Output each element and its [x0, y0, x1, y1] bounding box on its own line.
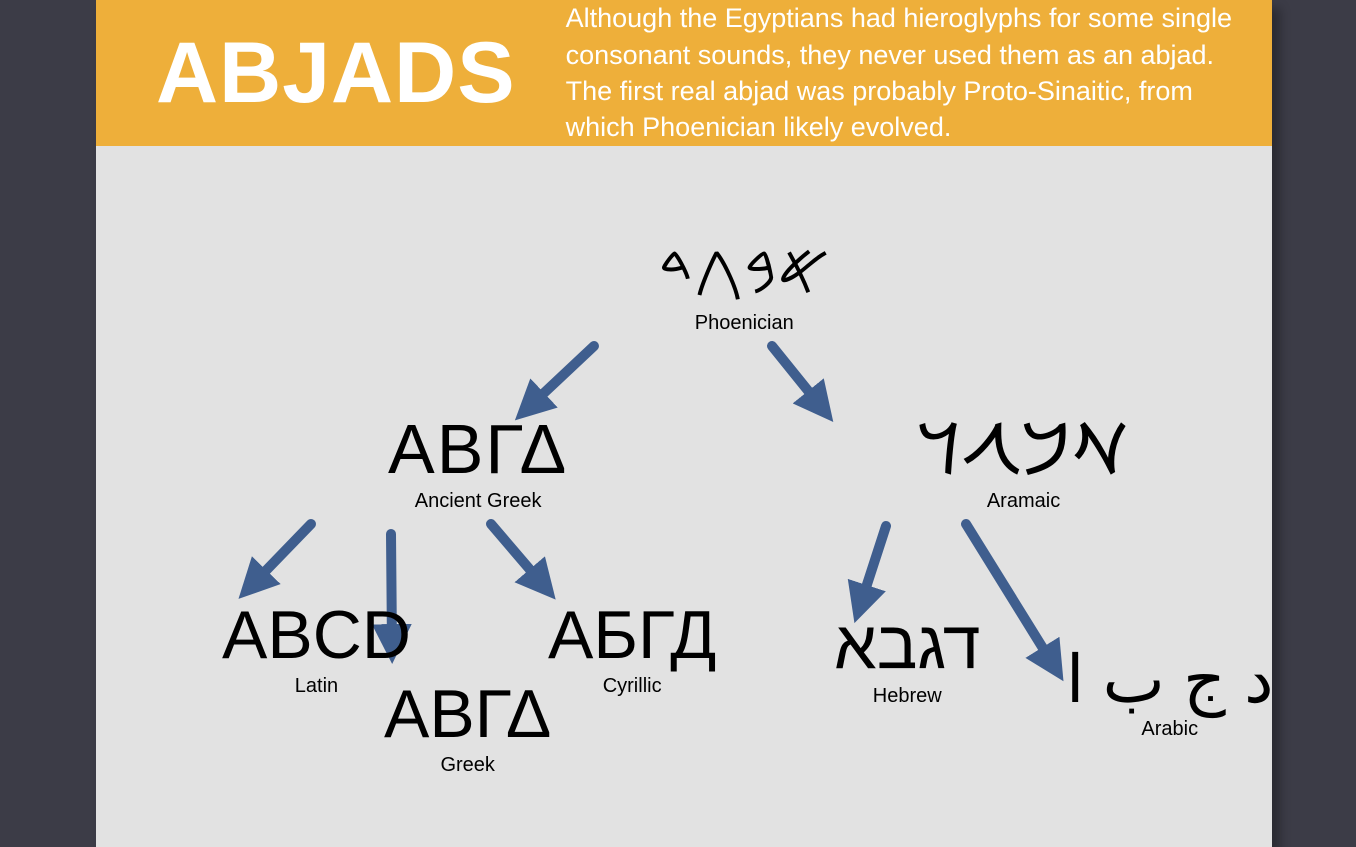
script-latin: ABCD	[222, 601, 411, 669]
header-body: Although the Egyptians had hieroglyphs f…	[566, 0, 1242, 146]
slide: ABJADS Although the Egyptians had hierog…	[96, 0, 1272, 847]
node-hebrew: דגבא Hebrew	[834, 611, 980, 708]
node-aramaic: 𐡀𐡁𐡂𐡃 Aramaic	[918, 414, 1129, 513]
script-phoenician: 𐤀𐤁𐤂𐤃	[658, 234, 831, 306]
page-background: ABJADS Although the Egyptians had hierog…	[0, 0, 1356, 847]
script-greek: ΑΒΓΔ	[384, 680, 551, 748]
header-title: ABJADS	[156, 24, 516, 123]
label-latin: Latin	[222, 675, 411, 698]
node-latin: ABCD Latin	[222, 601, 411, 698]
script-ancient-greek: ΑΒΓΔ	[388, 414, 568, 484]
label-hebrew: Hebrew	[834, 685, 980, 708]
label-phoenician: Phoenician	[658, 312, 831, 335]
node-cyrillic: АБГД Cyrillic	[548, 601, 716, 698]
label-ancient-greek: Ancient Greek	[388, 490, 568, 513]
node-phoenician: 𐤀𐤁𐤂𐤃 Phoenician	[658, 234, 831, 335]
label-arabic: Arabic	[1066, 718, 1273, 741]
script-arabic: د ج ب ا	[1066, 646, 1273, 712]
script-aramaic: 𐡀𐡁𐡂𐡃	[918, 414, 1129, 484]
script-hebrew: דגבא	[834, 611, 980, 679]
label-cyrillic: Cyrillic	[548, 675, 716, 698]
diagram: 𐤀𐤁𐤂𐤃 Phoenician ΑΒΓΔ Ancient Greek 𐡀𐡁𐡂𐡃 …	[96, 146, 1272, 847]
node-greek: ΑΒΓΔ Greek	[384, 680, 551, 777]
node-ancient-greek: ΑΒΓΔ Ancient Greek	[388, 414, 568, 513]
label-greek: Greek	[384, 754, 551, 777]
header: ABJADS Although the Egyptians had hierog…	[96, 0, 1272, 146]
label-aramaic: Aramaic	[918, 490, 1129, 513]
script-cyrillic: АБГД	[548, 601, 716, 669]
node-arabic: د ج ب ا Arabic	[1066, 646, 1273, 741]
